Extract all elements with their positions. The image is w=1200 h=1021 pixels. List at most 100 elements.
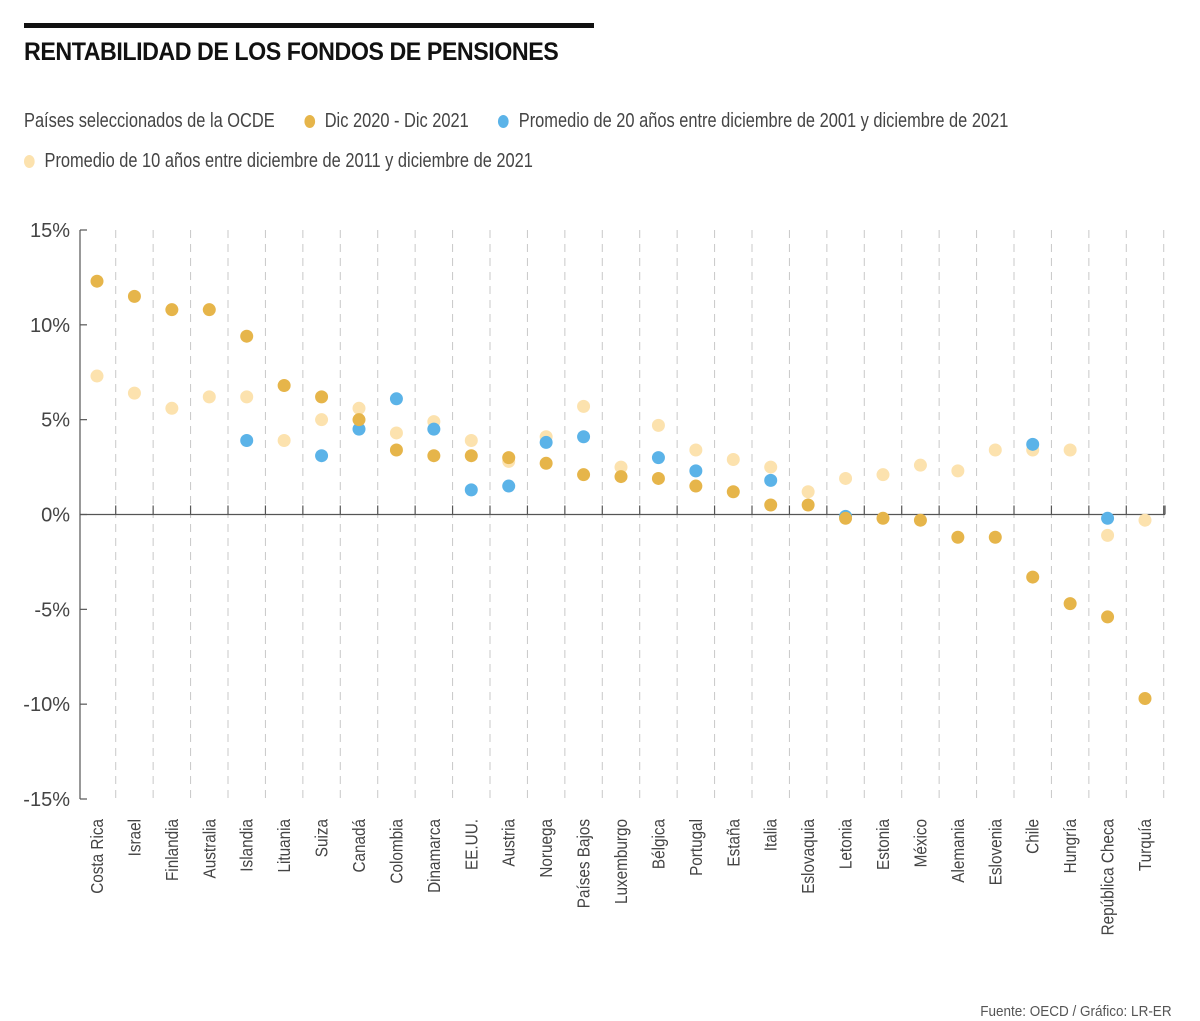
data-point [202,303,216,317]
data-point [876,511,890,525]
x-tick-label: México [910,819,930,867]
x-tick-label: Países Bajos [573,819,593,908]
data-point [1101,511,1115,525]
data-point [951,530,965,544]
data-point [614,460,628,474]
data-point [352,401,366,415]
subtitle-text: Países seleccionados de la OCDE [24,110,275,132]
data-point [988,443,1002,457]
data-point [651,471,665,485]
data-point [577,430,591,444]
data-point [988,530,1002,544]
y-tick-label: 15% [30,220,70,242]
data-point [464,434,478,448]
x-tick-label: EE.UU. [461,819,481,870]
data-point [801,498,815,512]
data-point [577,399,591,413]
title-rule [24,23,594,28]
legend-label: Promedio de 10 años entre diciembre de 2… [44,150,533,172]
data-point [726,452,740,466]
y-tick-label: -5% [34,599,70,621]
data-point [240,434,254,448]
x-tick-label: Australia [199,818,219,878]
data-point [240,390,254,404]
x-tick-label: Eslovaquia [798,818,818,893]
x-axis-labels: Costa Rica Israel Finlandia Australia Island… [87,818,1155,935]
data-point [689,479,703,493]
x-tick-label: Chile [1023,819,1043,854]
data-point [577,468,591,482]
data-point [127,289,141,303]
data-point [951,464,965,478]
data-point [315,449,329,463]
data-point [539,456,553,470]
legend-label: Dic 2020 - Dic 2021 [324,110,469,132]
x-tick-label: Bélgica [648,818,668,869]
y-tick-label: 5% [41,410,70,432]
data-points [90,274,1152,705]
data-point [651,418,665,432]
x-tick-label: Italia [761,818,781,851]
data-point [90,274,104,288]
data-point [315,390,329,404]
x-tick-label: Islandia [237,818,257,871]
legend-label: Promedio de 20 años entre diciembre de 2… [518,110,1009,132]
x-tick-label: Lituania [274,818,294,872]
y-axis-ticks: 15% 10% 5% 0% -5% -10% -15% [23,220,87,811]
data-point [1026,437,1040,451]
data-point [839,511,853,525]
x-tick-label: Eslovenia [985,818,1005,885]
legend-row-1: Países seleccionados de la OCDE Dic 2020… [24,110,1008,133]
x-tick-label: Noruega [536,818,556,877]
data-point [801,485,815,499]
data-point [277,434,291,448]
data-point [1101,610,1115,624]
data-point [352,413,366,427]
y-tick-label: 0% [41,505,70,527]
x-tick-label: Colombia [386,818,406,883]
data-point [726,485,740,499]
legend-dot-icon [498,115,509,128]
data-point [389,426,403,440]
data-point [913,458,927,472]
x-tick-label: República Checa [1097,818,1117,935]
data-point [389,392,403,406]
x-tick-label: Austria [499,818,519,866]
x-tick-label: Finlandia [162,818,182,881]
data-point [277,379,291,393]
data-point [1138,513,1152,527]
x-tick-label: Estonia [873,818,893,870]
data-point [127,386,141,400]
data-point [913,513,927,527]
data-point [1026,570,1040,584]
x-tick-label: Suiza [311,818,331,857]
y-tick-label: -15% [23,789,70,811]
x-tick-label: Luxemburgo [611,819,631,904]
data-point [1063,597,1077,611]
data-point [202,390,216,404]
data-point [165,303,179,317]
data-point [764,460,778,474]
data-point [315,413,329,427]
data-point [1063,443,1077,457]
data-point [689,464,703,478]
data-point [90,369,104,383]
data-point [539,435,553,449]
data-point [502,451,516,465]
data-point [464,449,478,463]
data-point [651,451,665,465]
data-point [389,443,403,457]
legend-dot-icon [24,155,35,168]
x-tick-label: Estaña [723,818,743,866]
x-tick-label: Letonia [835,818,855,869]
data-point [764,498,778,512]
data-point [689,443,703,457]
data-point [165,401,179,415]
legend-subtitle: Países seleccionados de la OCDE [24,110,275,133]
y-tick-label: 10% [30,315,70,337]
data-point [240,329,254,343]
x-tick-label: Turquía [1135,818,1155,871]
data-point [427,422,441,436]
data-point [1138,691,1152,705]
x-tick-label: Alemania [948,818,968,882]
